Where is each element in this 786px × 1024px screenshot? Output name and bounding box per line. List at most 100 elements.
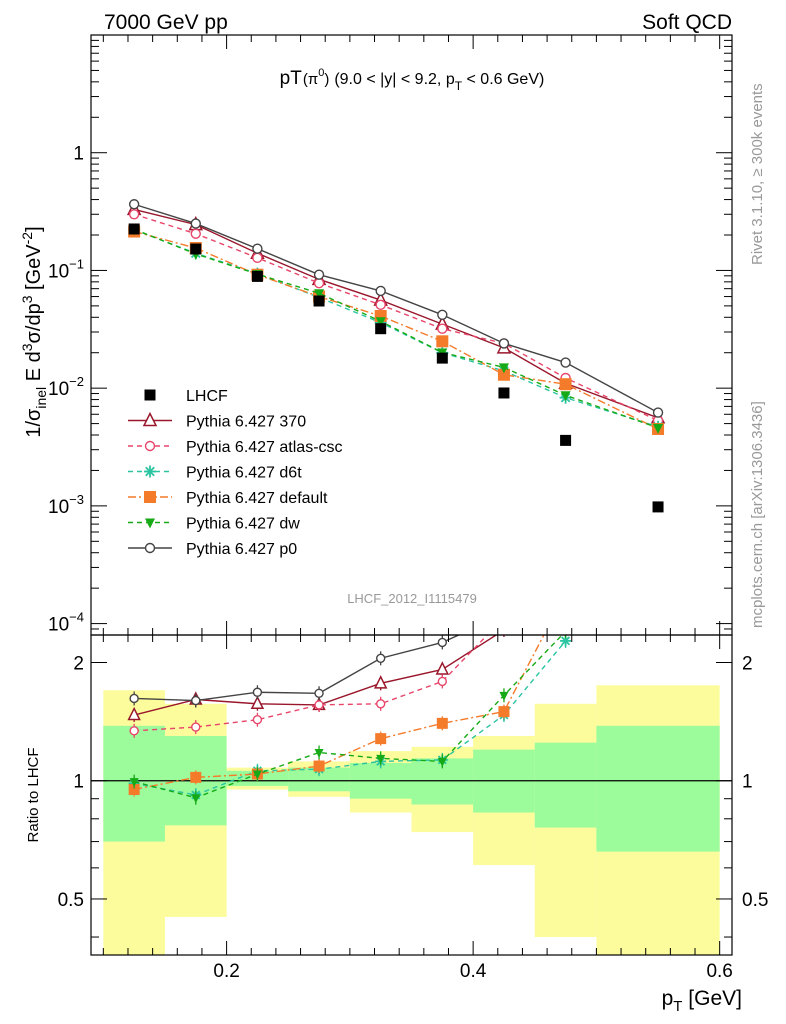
dw-ratio-point (654, 513, 663, 522)
p0-point (437, 309, 448, 320)
band-inner-bin (596, 725, 720, 852)
y-tick-label: 10−4 (48, 610, 84, 636)
legend-label-dw: Pythia 6.427 dw (186, 516, 300, 533)
ratio-y-tick-label-right: 0.5 (742, 890, 768, 911)
atlas-ratio-point (500, 614, 508, 622)
legend-label-atlas: Pythia 6.427 atlas-csc (186, 439, 343, 456)
dw-point (498, 363, 509, 374)
default-point (436, 335, 449, 348)
legend-label-p370: Pythia 6.427 370 (186, 414, 306, 431)
p0-ratio-point (500, 611, 508, 619)
dw-ratio-point (437, 757, 447, 767)
ratio-y-tick-label-left: 1 (73, 772, 84, 793)
atlas-point (437, 323, 448, 334)
p0-ratio-point (314, 688, 324, 698)
band-inner-bin (534, 742, 597, 828)
p0-point (375, 285, 386, 297)
lhcf-point (375, 323, 387, 335)
legend-label-default: Pythia 6.427 default (186, 490, 328, 507)
atlas-ratio-line (134, 635, 489, 732)
atlas-point (128, 209, 140, 220)
default-point (559, 378, 572, 391)
dw-point (314, 289, 325, 300)
default-ratio-point (313, 760, 325, 772)
mcplots-label: mcplots.cern.ch [arXiv:1306.3436] (749, 401, 766, 628)
dw-point (560, 391, 571, 402)
y-tick-label: 10−1 (48, 256, 84, 282)
legend-dw-point (145, 518, 155, 529)
dw-ratio-point (314, 749, 324, 759)
p0-ratio-point (654, 463, 662, 471)
legend-default-point (144, 491, 156, 503)
default-ratio-point (498, 706, 510, 718)
x-tick-label: 0.4 (460, 961, 487, 982)
legend-p0-point (144, 542, 156, 554)
p0-ratio-point (191, 695, 201, 706)
atlas-ratio-point (129, 726, 139, 736)
ratio-y-tick-label-left: 2 (73, 654, 84, 675)
p370-ratio-point (497, 635, 511, 636)
axes: 0.2 0.4 0.6 1 10−1 10−2 10−3 10−4 0.5 0.5 1 1 2 2 (48, 34, 768, 982)
lhcf-point (313, 295, 325, 307)
atlas-ratio-point (375, 699, 386, 709)
plot-title: pT(π0) (9.0 < |y| < 9.2, pT < 0.6 GeV) (280, 67, 545, 93)
lhcf-point (251, 270, 263, 282)
p370-ratio-point (127, 706, 141, 721)
y-tick-label: 10−2 (48, 374, 84, 400)
legend-p370-point (142, 411, 158, 427)
default-ratio-point (375, 733, 387, 745)
p0-ratio-point (562, 516, 570, 524)
p0-point (190, 218, 201, 229)
dw-point (375, 317, 386, 328)
legend-label-p0: Pythia 6.427 p0 (186, 541, 297, 558)
p0-point (313, 269, 325, 280)
legend: LHCF Pythia 6.427 370 Pythia 6.427 atlas-c… (128, 388, 343, 558)
dw-ratio-point (499, 691, 509, 701)
p0-ratio-point (375, 653, 386, 663)
default-ratio-point (653, 515, 664, 526)
dw-ratio-point (129, 778, 139, 788)
p370-ratio-point (653, 477, 664, 488)
ratio-plot-frame (90, 634, 733, 956)
ratio-y-tick-label-left: 0.5 (58, 890, 84, 911)
atlas-point (313, 277, 325, 289)
x-tick-label: 0.2 (213, 961, 239, 982)
default-ratio-point (560, 588, 571, 599)
ratio-y-tick-label-right: 2 (742, 654, 753, 675)
legend-lhcf-point (144, 389, 156, 401)
lhcf-point (498, 387, 510, 399)
atlas-point (190, 228, 201, 239)
header-left: 7000 GeV pp (104, 11, 228, 34)
default-point (497, 368, 510, 381)
y-tick-label: 1 (73, 144, 84, 165)
y-axis-label: 1/σinel E d3σ/dp3 [GeV-2] (19, 226, 49, 437)
atlas-point (252, 252, 263, 264)
rivet-label: Rivet 3.1.10, ≥ 300k events (749, 83, 766, 265)
p370-ratio-point (435, 661, 450, 675)
lhcf-point (190, 243, 202, 255)
default-ratio-point (128, 783, 140, 795)
dw-ratio-point (376, 754, 386, 764)
p0-ratio-point (252, 687, 263, 697)
band-inner-bin (288, 767, 350, 792)
legend-d6t-point (144, 465, 156, 478)
atlas-ratio-point (437, 676, 448, 687)
default-ratio-point (436, 717, 448, 729)
legend-label-d6t: Pythia 6.427 d6t (186, 465, 302, 482)
series-layer (126, 199, 666, 513)
p0-point (128, 199, 140, 210)
p0-ratio-point (437, 637, 448, 648)
ratio-series-layer (127, 463, 664, 805)
p0-line (133, 203, 659, 414)
default-ratio-point (190, 771, 202, 783)
legend-label-lhcf: LHCF (186, 388, 228, 405)
p370-ratio-point (373, 675, 388, 689)
atlas-point (375, 299, 386, 311)
header-right: Soft QCD (642, 11, 732, 34)
dw-ratio-point (252, 770, 262, 780)
atlas-ratio-point (314, 700, 324, 710)
analysis-label: LHCF_2012_I1115479 (347, 591, 477, 606)
legend-atlas-point (144, 440, 156, 452)
lhcf-point (652, 501, 664, 513)
